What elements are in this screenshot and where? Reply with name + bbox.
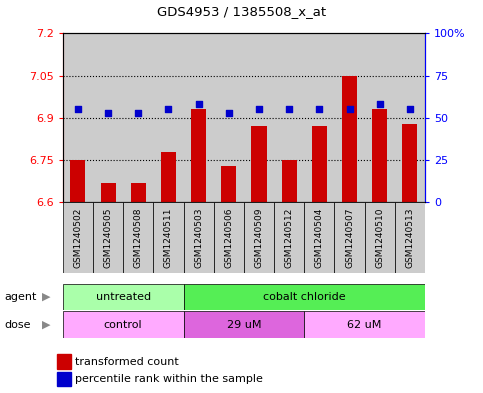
Bar xyxy=(93,202,123,273)
Point xyxy=(225,110,233,116)
Point xyxy=(406,106,414,112)
Point xyxy=(376,101,384,108)
Text: dose: dose xyxy=(5,320,31,330)
Bar xyxy=(274,202,304,273)
Bar xyxy=(372,109,387,202)
Text: untreated: untreated xyxy=(96,292,151,302)
Text: GSM1240506: GSM1240506 xyxy=(224,208,233,268)
Point xyxy=(195,101,202,108)
Bar xyxy=(57,354,71,369)
Bar xyxy=(184,202,213,273)
Bar xyxy=(191,109,206,202)
Text: cobalt chloride: cobalt chloride xyxy=(263,292,346,302)
Text: GSM1240510: GSM1240510 xyxy=(375,208,384,268)
Bar xyxy=(63,202,93,273)
Text: GSM1240503: GSM1240503 xyxy=(194,208,203,268)
Point xyxy=(315,106,323,112)
Point xyxy=(74,106,82,112)
Text: percentile rank within the sample: percentile rank within the sample xyxy=(75,374,263,384)
Bar xyxy=(57,372,71,386)
Bar xyxy=(282,160,297,202)
Bar xyxy=(252,126,267,202)
Text: GSM1240504: GSM1240504 xyxy=(315,208,324,268)
Bar xyxy=(131,183,146,202)
Point xyxy=(285,106,293,112)
Text: 62 uM: 62 uM xyxy=(347,320,382,330)
Bar xyxy=(395,202,425,273)
Text: GDS4953 / 1385508_x_at: GDS4953 / 1385508_x_at xyxy=(157,5,326,18)
Text: GSM1240512: GSM1240512 xyxy=(284,208,294,268)
Text: control: control xyxy=(104,320,142,330)
Bar xyxy=(365,33,395,202)
Text: GSM1240505: GSM1240505 xyxy=(103,208,113,268)
Bar xyxy=(244,202,274,273)
Point xyxy=(134,110,142,116)
Text: agent: agent xyxy=(5,292,37,302)
Bar xyxy=(93,33,123,202)
Bar xyxy=(342,75,357,202)
Text: GSM1240508: GSM1240508 xyxy=(134,208,143,268)
Bar xyxy=(334,202,365,273)
Point xyxy=(165,106,172,112)
Text: GSM1240513: GSM1240513 xyxy=(405,208,414,268)
Bar xyxy=(154,33,184,202)
Bar xyxy=(244,33,274,202)
Text: 29 uM: 29 uM xyxy=(227,320,261,330)
Bar xyxy=(365,202,395,273)
Bar xyxy=(100,183,115,202)
Bar xyxy=(334,33,365,202)
Bar xyxy=(312,126,327,202)
Bar xyxy=(154,202,184,273)
Text: ▶: ▶ xyxy=(42,292,50,302)
Bar xyxy=(304,311,425,338)
Bar xyxy=(184,284,425,310)
Text: transformed count: transformed count xyxy=(75,356,179,367)
Bar xyxy=(123,202,154,273)
Point xyxy=(346,106,354,112)
Bar xyxy=(304,202,334,273)
Text: GSM1240507: GSM1240507 xyxy=(345,208,354,268)
Text: ▶: ▶ xyxy=(42,320,50,330)
Bar xyxy=(63,311,184,338)
Bar xyxy=(184,33,213,202)
Text: GSM1240509: GSM1240509 xyxy=(255,208,264,268)
Bar xyxy=(213,202,244,273)
Bar xyxy=(221,166,236,202)
Bar xyxy=(123,33,154,202)
Bar xyxy=(71,160,85,202)
Bar xyxy=(402,123,417,202)
Point xyxy=(104,110,112,116)
Text: GSM1240511: GSM1240511 xyxy=(164,208,173,268)
Text: GSM1240502: GSM1240502 xyxy=(73,208,83,268)
Bar xyxy=(395,33,425,202)
Bar xyxy=(213,33,244,202)
Bar xyxy=(63,33,93,202)
Bar xyxy=(161,152,176,202)
Bar xyxy=(304,33,334,202)
Bar xyxy=(184,311,304,338)
Bar xyxy=(63,284,184,310)
Bar xyxy=(274,33,304,202)
Point xyxy=(255,106,263,112)
